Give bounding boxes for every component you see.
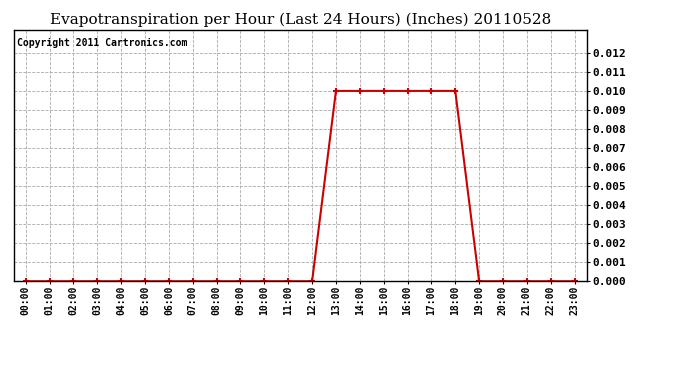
Text: Copyright 2011 Cartronics.com: Copyright 2011 Cartronics.com xyxy=(17,38,187,48)
Title: Evapotranspiration per Hour (Last 24 Hours) (Inches) 20110528: Evapotranspiration per Hour (Last 24 Hou… xyxy=(50,13,551,27)
